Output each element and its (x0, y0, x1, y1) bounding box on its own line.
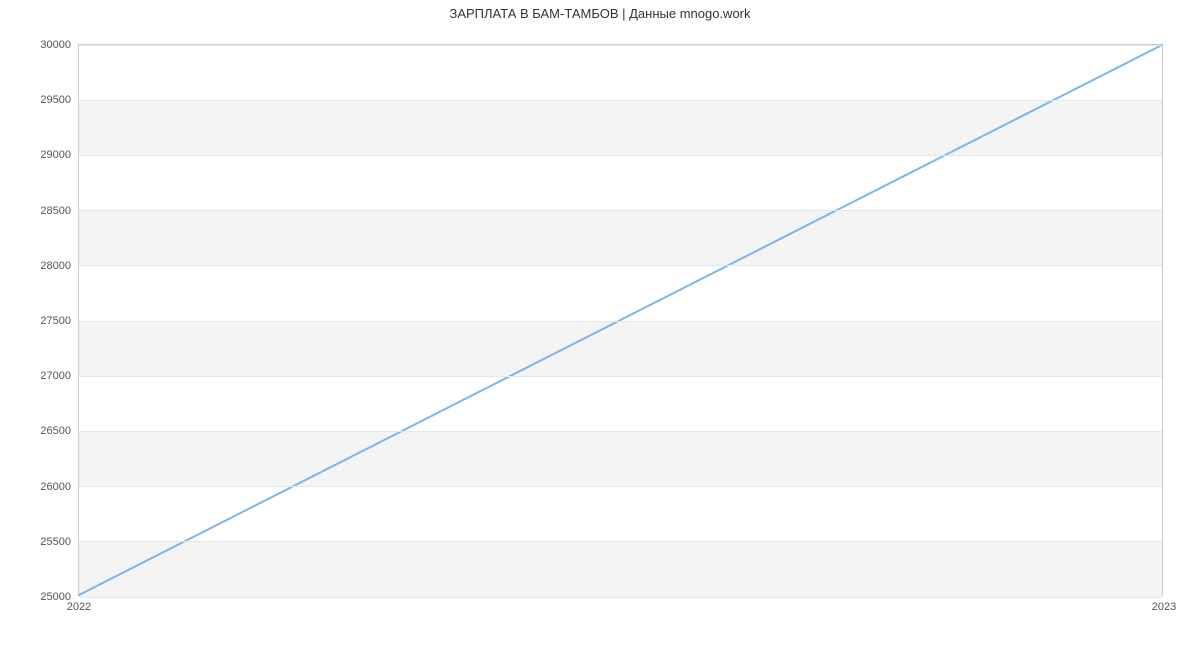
y-tick-label: 29000 (40, 149, 71, 161)
y-gridline (79, 321, 1162, 322)
y-gridline (79, 597, 1162, 598)
chart-container: ЗАРПЛАТА В БАМ-ТАМБОВ | Данные mnogo.wor… (0, 0, 1200, 650)
y-tick-label: 25500 (40, 536, 71, 548)
x-tick-label: 2022 (67, 601, 91, 613)
plot-area: 2500025500260002650027000275002800028500… (78, 44, 1163, 596)
y-tick-label: 26000 (40, 481, 71, 493)
y-gridline (79, 265, 1162, 266)
y-gridline (79, 486, 1162, 487)
y-tick-label: 30000 (40, 39, 71, 51)
y-tick-label: 28000 (40, 260, 71, 272)
y-tick-label: 27500 (40, 315, 71, 327)
y-gridline (79, 376, 1162, 377)
chart-title: ЗАРПЛАТА В БАМ-ТАМБОВ | Данные mnogo.wor… (0, 6, 1200, 21)
y-tick-label: 26500 (40, 425, 71, 437)
y-tick-label: 27000 (40, 370, 71, 382)
y-tick-label: 29500 (40, 94, 71, 106)
y-gridline (79, 155, 1162, 156)
y-gridline (79, 100, 1162, 101)
y-gridline (79, 541, 1162, 542)
y-gridline (79, 431, 1162, 432)
x-tick-label: 2023 (1152, 601, 1176, 613)
y-tick-label: 28500 (40, 205, 71, 217)
y-gridline (79, 45, 1162, 46)
y-gridline (79, 210, 1162, 211)
